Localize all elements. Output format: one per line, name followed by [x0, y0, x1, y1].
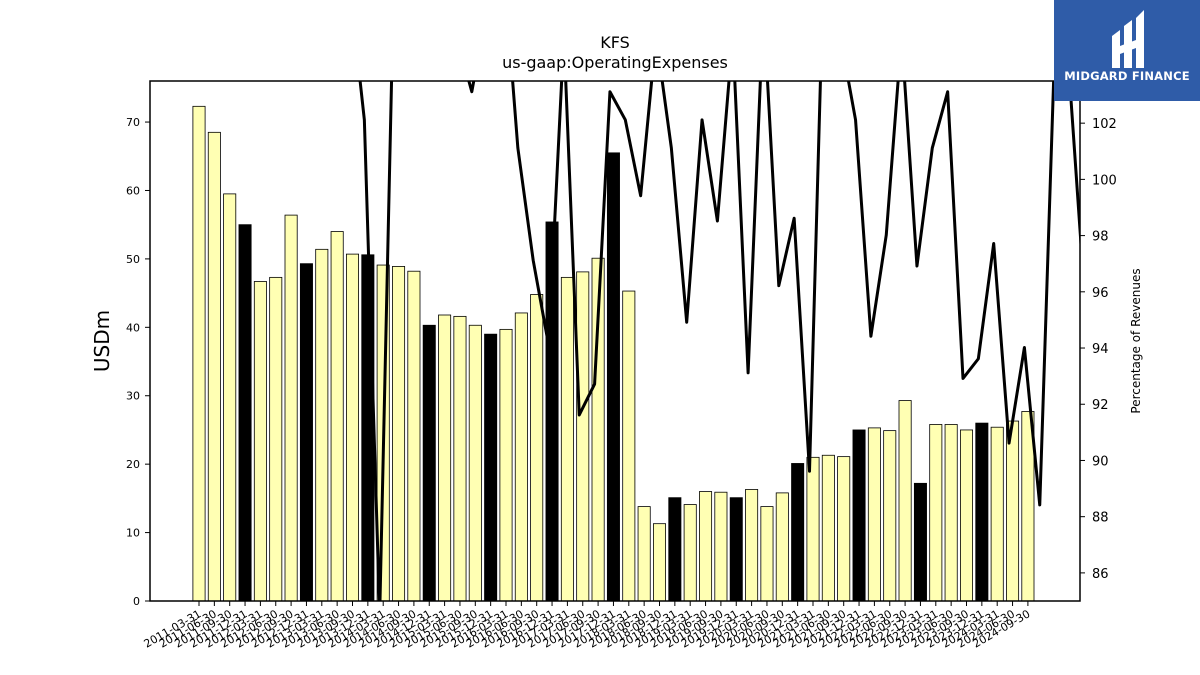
bar — [913, 482, 927, 602]
bar — [760, 506, 774, 602]
bar — [560, 276, 574, 602]
y-axis-ticks: 0 10 20 30 40 50 60 70 — [126, 116, 150, 608]
brand-logo: MIDGARD FINANCE — [1054, 0, 1200, 101]
bar — [714, 491, 728, 602]
y2-tick-label: 98 — [1092, 230, 1109, 245]
logo-text: MIDGARD FINANCE — [1064, 69, 1190, 83]
bar — [345, 253, 359, 602]
bar — [484, 333, 498, 602]
y-tick-label: 10 — [126, 527, 140, 540]
bar — [330, 231, 344, 602]
bar — [514, 312, 528, 602]
bar — [192, 105, 206, 602]
y-tick-label: 20 — [126, 458, 140, 471]
y2-tick-label: 86 — [1092, 567, 1109, 582]
y-tick-label: 60 — [126, 184, 140, 197]
bar — [867, 427, 881, 602]
percentage-of-revenues-line — [358, 81, 1080, 601]
bar — [499, 328, 513, 602]
bar — [392, 266, 406, 602]
y2-axis-ticks: 86 88 90 92 94 96 98 100 102 — [1080, 117, 1117, 582]
plot-frame — [149, 80, 1081, 602]
bar — [852, 429, 866, 602]
bar — [438, 314, 452, 602]
y-tick-label: 70 — [126, 116, 140, 129]
bar — [468, 324, 482, 602]
bar — [944, 424, 958, 602]
y2-tick-label: 100 — [1092, 173, 1117, 188]
bar — [606, 152, 620, 602]
bar — [653, 523, 667, 602]
y-tick-label: 50 — [126, 253, 140, 266]
y2-axis-label: Percentage of Revenues — [1129, 268, 1143, 413]
y-tick-label: 0 — [133, 595, 140, 608]
bar — [898, 400, 912, 602]
bar — [729, 497, 743, 602]
bar — [745, 489, 759, 602]
x-axis-ticks: 2011-03-312011-06-302011-09-302011-12-31… — [142, 601, 1032, 651]
y2-tick-label: 96 — [1092, 286, 1109, 301]
bar — [929, 424, 943, 602]
bar — [238, 224, 252, 602]
bar — [637, 506, 651, 602]
y-tick-label: 30 — [126, 390, 140, 403]
bar — [775, 492, 789, 602]
y2-tick-label: 92 — [1092, 398, 1109, 413]
bar — [960, 429, 974, 602]
bar — [223, 193, 237, 602]
bar — [407, 270, 421, 602]
bar — [207, 131, 221, 602]
y-axis-label: USDm — [90, 310, 114, 372]
y2-tick-label: 88 — [1092, 511, 1109, 526]
y2-tick-label: 102 — [1092, 117, 1117, 132]
bar — [622, 290, 636, 602]
bar — [668, 497, 682, 602]
bar — [284, 214, 298, 602]
bar — [530, 294, 544, 602]
bar — [699, 491, 713, 602]
chart-title: KFS — [600, 33, 630, 52]
bar — [1006, 420, 1020, 602]
bar — [361, 254, 375, 602]
bar — [269, 276, 283, 602]
bar — [422, 324, 436, 602]
y2-tick-label: 90 — [1092, 454, 1109, 469]
bar — [837, 456, 851, 602]
chart-subtitle: us-gaap:OperatingExpenses — [502, 53, 728, 72]
bar — [576, 271, 590, 602]
bar — [990, 426, 1004, 602]
bar — [453, 315, 467, 602]
bar — [683, 504, 697, 602]
bar — [315, 248, 329, 602]
bar — [791, 463, 805, 602]
y2-tick-label: 94 — [1092, 342, 1109, 357]
bar — [253, 281, 267, 602]
line-series-clip — [358, 81, 1080, 601]
bar — [975, 422, 989, 602]
logo-mark-icon — [1112, 10, 1144, 68]
bar — [821, 454, 835, 602]
bar — [299, 263, 313, 602]
bar — [806, 456, 820, 602]
bar — [883, 430, 897, 602]
bar-series — [192, 105, 1035, 602]
y-tick-label: 40 — [126, 321, 140, 334]
